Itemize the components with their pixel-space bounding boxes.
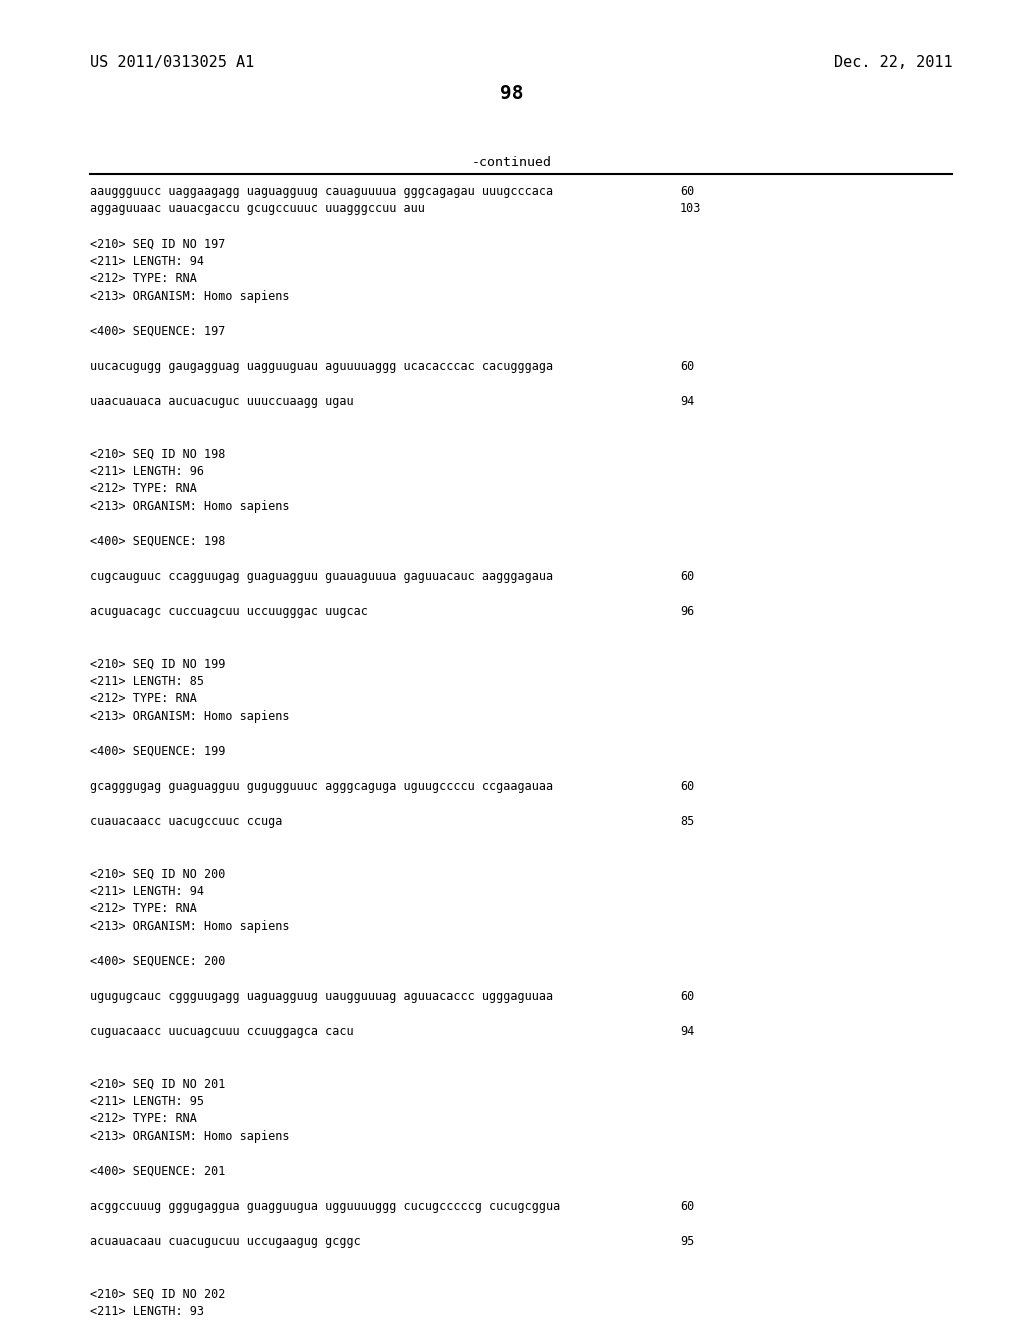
Text: Dec. 22, 2011: Dec. 22, 2011	[834, 55, 952, 70]
Text: aauggguucc uaggaagagg uaguagguug cauaguuuua gggcagagau uuugcccaca: aauggguucc uaggaagagg uaguagguug cauaguu…	[90, 185, 553, 198]
Text: cugcauguuc ccagguugag guaguagguu guauaguuua gaguuacauc aagggagaua: cugcauguuc ccagguugag guaguagguu guauagu…	[90, 570, 553, 583]
Text: 103: 103	[680, 202, 701, 215]
Text: <400> SEQUENCE: 198: <400> SEQUENCE: 198	[90, 535, 225, 548]
Text: <210> SEQ ID NO 198: <210> SEQ ID NO 198	[90, 447, 225, 461]
Text: 94: 94	[680, 1024, 694, 1038]
Text: acuauacaau cuacugucuu uccugaagug gcggc: acuauacaau cuacugucuu uccugaagug gcggc	[90, 1236, 360, 1247]
Text: 60: 60	[680, 185, 694, 198]
Text: <400> SEQUENCE: 201: <400> SEQUENCE: 201	[90, 1166, 225, 1177]
Text: <210> SEQ ID NO 201: <210> SEQ ID NO 201	[90, 1077, 225, 1090]
Text: 95: 95	[680, 1236, 694, 1247]
Text: <212> TYPE: RNA: <212> TYPE: RNA	[90, 1113, 197, 1126]
Text: 60: 60	[680, 360, 694, 372]
Text: <211> LENGTH: 85: <211> LENGTH: 85	[90, 675, 204, 688]
Text: gcagggugag guaguagguu gugugguuuc agggcaguga uguugccccu ccgaagauaa: gcagggugag guaguagguu gugugguuuc agggcag…	[90, 780, 553, 793]
Text: aggaguuaac uauacgaccu gcugccuuuc uuagggccuu auu: aggaguuaac uauacgaccu gcugccuuuc uuagggc…	[90, 202, 425, 215]
Text: <211> LENGTH: 94: <211> LENGTH: 94	[90, 255, 204, 268]
Text: <213> ORGANISM: Homo sapiens: <213> ORGANISM: Homo sapiens	[90, 500, 290, 513]
Text: <212> TYPE: RNA: <212> TYPE: RNA	[90, 272, 197, 285]
Text: 60: 60	[680, 780, 694, 793]
Text: 85: 85	[680, 814, 694, 828]
Text: 60: 60	[680, 1200, 694, 1213]
Text: <400> SEQUENCE: 199: <400> SEQUENCE: 199	[90, 744, 225, 758]
Text: acggccuuug gggugaggua guagguugua ugguuuuggg cucugcccccg cucugcggua: acggccuuug gggugaggua guagguugua ugguuuu…	[90, 1200, 560, 1213]
Text: <210> SEQ ID NO 197: <210> SEQ ID NO 197	[90, 238, 225, 251]
Text: <212> TYPE: RNA: <212> TYPE: RNA	[90, 693, 197, 705]
Text: <213> ORGANISM: Homo sapiens: <213> ORGANISM: Homo sapiens	[90, 1130, 290, 1143]
Text: cuguacaacc uucuagcuuu ccuuggagca cacu: cuguacaacc uucuagcuuu ccuuggagca cacu	[90, 1024, 353, 1038]
Text: <212> TYPE: RNA: <212> TYPE: RNA	[90, 482, 197, 495]
Text: 60: 60	[680, 990, 694, 1003]
Text: <400> SEQUENCE: 197: <400> SEQUENCE: 197	[90, 325, 225, 338]
Text: -continued: -continued	[472, 156, 552, 169]
Text: 98: 98	[501, 84, 523, 103]
Text: <211> LENGTH: 94: <211> LENGTH: 94	[90, 884, 204, 898]
Text: 94: 94	[680, 395, 694, 408]
Text: 60: 60	[680, 570, 694, 583]
Text: <213> ORGANISM: Homo sapiens: <213> ORGANISM: Homo sapiens	[90, 290, 290, 302]
Text: ugugugcauc cggguugagg uaguagguug uaugguuuag aguuacaccc ugggaguuaa: ugugugcauc cggguugagg uaguagguug uaugguu…	[90, 990, 553, 1003]
Text: <210> SEQ ID NO 202: <210> SEQ ID NO 202	[90, 1287, 225, 1300]
Text: <211> LENGTH: 95: <211> LENGTH: 95	[90, 1096, 204, 1107]
Text: <400> SEQUENCE: 200: <400> SEQUENCE: 200	[90, 954, 225, 968]
Text: uaacuauaca aucuacuguc uuuccuaagg ugau: uaacuauaca aucuacuguc uuuccuaagg ugau	[90, 395, 353, 408]
Text: uucacugugg gaugagguag uagguuguau aguuuuaggg ucacacccac cacugggaga: uucacugugg gaugagguag uagguuguau aguuuua…	[90, 360, 553, 372]
Text: 96: 96	[680, 605, 694, 618]
Text: <210> SEQ ID NO 200: <210> SEQ ID NO 200	[90, 867, 225, 880]
Text: <211> LENGTH: 93: <211> LENGTH: 93	[90, 1305, 204, 1317]
Text: cuauacaacc uacugccuuc ccuga: cuauacaacc uacugccuuc ccuga	[90, 814, 283, 828]
Text: <212> TYPE: RNA: <212> TYPE: RNA	[90, 903, 197, 916]
Text: <213> ORGANISM: Homo sapiens: <213> ORGANISM: Homo sapiens	[90, 920, 290, 933]
Text: US 2011/0313025 A1: US 2011/0313025 A1	[90, 55, 254, 70]
Text: <210> SEQ ID NO 199: <210> SEQ ID NO 199	[90, 657, 225, 671]
Text: acuguacagc cuccuagcuu uccuugggac uugcac: acuguacagc cuccuagcuu uccuugggac uugcac	[90, 605, 368, 618]
Text: <211> LENGTH: 96: <211> LENGTH: 96	[90, 465, 204, 478]
Text: <213> ORGANISM: Homo sapiens: <213> ORGANISM: Homo sapiens	[90, 710, 290, 723]
